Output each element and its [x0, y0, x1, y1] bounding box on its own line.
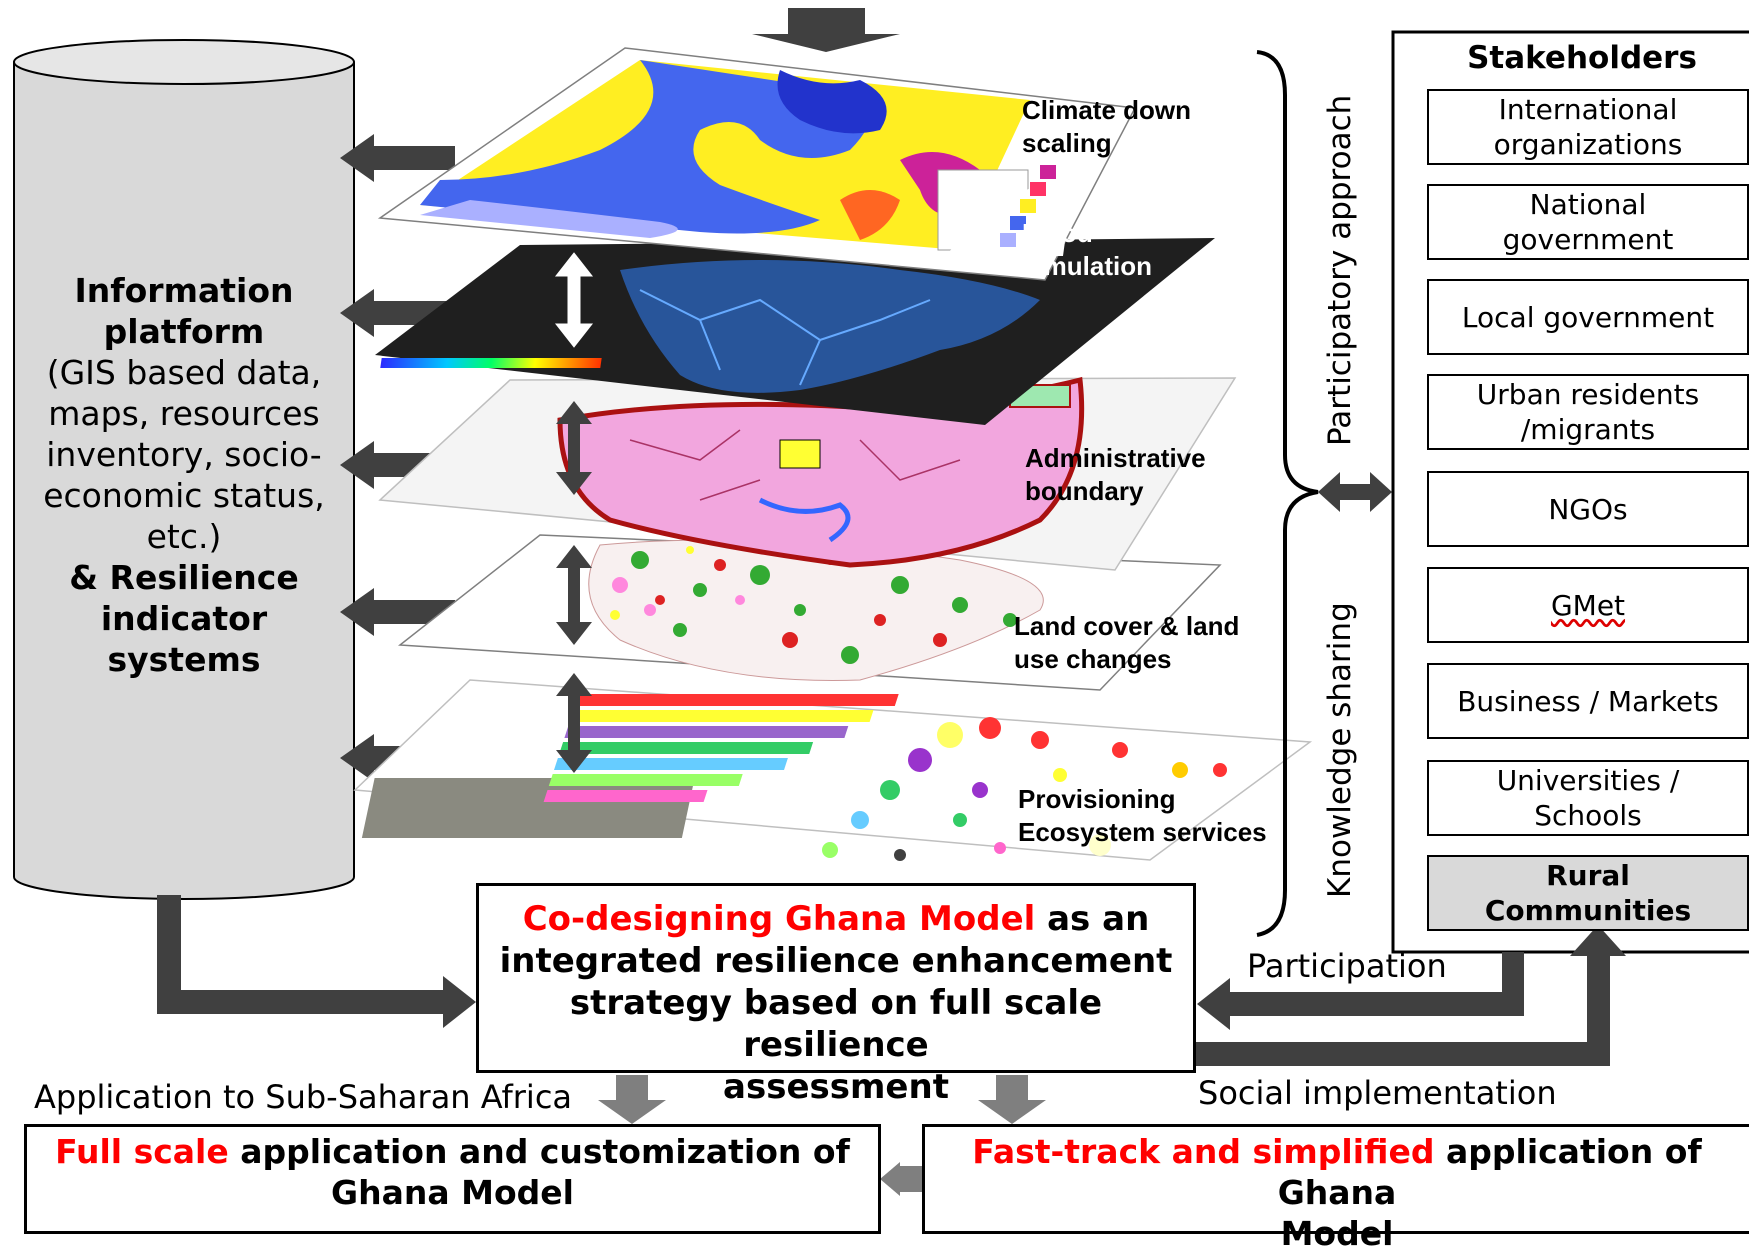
stakeholder-rural-communities: Rural Communities	[1427, 855, 1749, 931]
ghana-model-line1: Co-designing Ghana Model as an	[479, 898, 1193, 940]
ghana-model-line4: assessment	[723, 1067, 949, 1107]
stakeholder-line: International	[1498, 93, 1678, 126]
top-down-arrow	[752, 8, 900, 52]
stakeholder-line: Universities /	[1496, 764, 1680, 797]
diagram-canvas	[13, 8, 1749, 1196]
layer-label-flood: Flood simulation	[1022, 217, 1152, 283]
fast-track-line2: Model	[1280, 1214, 1394, 1253]
information-platform-cylinder	[13, 39, 355, 900]
platform-desc-line3: (GIS based data,	[46, 353, 322, 392]
stakeholder-line: government	[1502, 223, 1674, 256]
layer-label-admin-line1: Administrative	[1025, 443, 1206, 473]
stakeholder-line: /migrants	[1520, 413, 1656, 446]
layer-label-ecosystem-line1: Provisioning	[1018, 784, 1176, 814]
layer-label-ecosystem: Provisioning Ecosystem services	[1018, 783, 1267, 849]
fast-track-red-text: Fast-track and simplified	[972, 1132, 1435, 1171]
ecosystem-bubbles	[822, 717, 1227, 861]
platform-title-line2: platform	[103, 312, 265, 351]
platform-resilience-line10: systems	[107, 640, 261, 679]
stakeholder-line: Schools	[1534, 799, 1642, 832]
stakeholder-line: GMet	[1550, 588, 1626, 622]
stakeholder-line: organizations	[1493, 128, 1683, 161]
layer-link-arrows	[554, 252, 594, 773]
layer-label-landcover-line1: Land cover & land	[1014, 611, 1240, 641]
stakeholder-ngos: NGOs	[1427, 471, 1749, 547]
full-scale-line2: Ghana Model	[331, 1173, 574, 1212]
layer-admin-map	[378, 376, 1237, 571]
layer-label-climate-line1: Climate down	[1022, 95, 1192, 125]
stakeholder-line: Communities	[1484, 894, 1692, 927]
knowledge-sharing-label: Knowledge sharing	[1322, 602, 1358, 898]
ghana-model-rest-text: as an	[1035, 899, 1150, 939]
stakeholder-international-organizations: International organizations	[1427, 89, 1749, 165]
full-scale-rest-text: application and customization of	[228, 1132, 850, 1171]
stakeholder-local-government: Local government	[1427, 279, 1749, 355]
stakeholders-frame	[1391, 30, 1749, 954]
participatory-approach-label: Participatory approach	[1322, 94, 1358, 446]
ghana-model-line3: strategy based on full scale resilience	[569, 983, 1103, 1065]
stakeholder-line: National	[1529, 188, 1647, 221]
climate-legend-bar	[943, 165, 1075, 256]
information-platform-text: Information platform (GIS based data, ma…	[14, 270, 354, 680]
ghana-model-red-text: Co-designing Ghana Model	[522, 899, 1036, 939]
updown-arrow-flood-admin	[556, 401, 592, 495]
updown-arrow-admin-landcover	[556, 545, 592, 645]
bracket-stakeholder-arrow	[1318, 472, 1392, 512]
stakeholder-universities-schools: Universities / Schools	[1427, 760, 1749, 836]
stakeholder-urban-residents: Urban residents/migrants	[1427, 374, 1749, 450]
social-implementation-arrow	[1196, 925, 1626, 1066]
arrow-climate	[340, 134, 455, 182]
layer-label-flood-line1: Flood	[1022, 218, 1093, 248]
fast-track-line1: Fast-track and simplified application of…	[925, 1131, 1749, 1213]
layer-label-climate: Climate down scaling	[1022, 94, 1191, 160]
social-implementation-label: Social implementation	[1198, 1074, 1557, 1112]
updown-arrow-landcover-ecosystem	[556, 673, 592, 773]
platform-desc-line7: etc.)	[146, 517, 222, 556]
platform-desc-line5: inventory, socio-	[46, 435, 322, 474]
layer-label-admin: Administrative boundary	[1025, 442, 1206, 508]
platform-resilience-line9: indicator	[100, 599, 268, 638]
stakeholder-business-markets: Business / Markets	[1427, 663, 1749, 739]
stakeholder-line: NGOs	[1548, 492, 1628, 526]
participation-label: Participation	[1247, 947, 1447, 985]
down-arrow-left	[598, 1075, 666, 1124]
layer-label-climate-line2: scaling	[1022, 128, 1112, 158]
layer-landcover-map	[397, 534, 1222, 691]
updown-arrow-climate-flood	[554, 252, 594, 348]
fast-track-rest-text: application of Ghana	[1277, 1132, 1702, 1212]
stakeholder-line: Rural	[1546, 859, 1630, 892]
layer-climate-map	[377, 47, 1137, 281]
layer-label-admin-line2: boundary	[1025, 476, 1144, 506]
layer-label-flood-line2: simulation	[1022, 251, 1153, 281]
stakeholder-national-government: National government	[1427, 184, 1749, 260]
layer-label-landcover-line2: use changes	[1014, 644, 1172, 674]
stakeholder-line: Business / Markets	[1457, 684, 1719, 718]
application-label: Application to Sub-Saharan Africa	[34, 1078, 573, 1116]
stakeholder-gmet: GMet	[1427, 567, 1749, 643]
stakeholders-title: Stakeholders	[1467, 40, 1697, 76]
stakeholder-line: Urban residents	[1476, 378, 1700, 411]
down-arrow-right	[978, 1075, 1046, 1124]
platform-title-line1: Information	[74, 271, 294, 310]
platform-desc-line6: economic status,	[43, 476, 325, 515]
full-scale-application-box: Full scale application and customization…	[24, 1124, 881, 1234]
layer-label-landcover: Land cover & land use changes	[1014, 610, 1239, 676]
platform-resilience-line8: & Resilience	[69, 558, 299, 597]
ghana-model-line2: integrated resilience enhancement	[499, 941, 1173, 981]
fast-track-application-box: Fast-track and simplified application of…	[922, 1124, 1749, 1253]
layer-ecosystem-map	[353, 679, 1313, 861]
full-scale-line1: Full scale application and customization…	[27, 1131, 878, 1172]
layer-label-ecosystem-line2: Ecosystem services	[1018, 817, 1267, 847]
platform-desc-line4: maps, resources	[48, 394, 320, 433]
stakeholder-line: Local government	[1461, 300, 1715, 334]
full-scale-red-text: Full scale	[55, 1132, 229, 1171]
platform-to-model-arrow	[157, 895, 476, 1028]
ghana-model-box: Co-designing Ghana Model as an integrate…	[476, 883, 1196, 1107]
participation-arrow	[1197, 952, 1524, 1030]
layer-flood-map	[375, 238, 1215, 425]
bottom-left-arrow	[880, 1162, 922, 1196]
